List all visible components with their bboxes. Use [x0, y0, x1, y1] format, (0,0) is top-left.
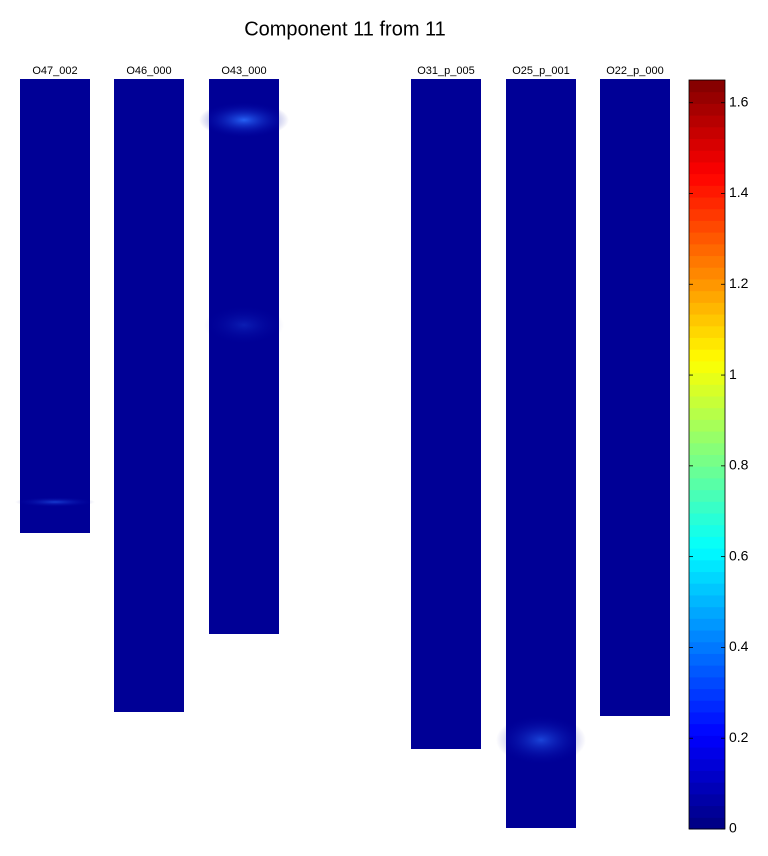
- colorbar-step: [689, 782, 725, 795]
- colorbar-step: [689, 442, 725, 455]
- colorbar-step: [689, 161, 725, 175]
- colorbar-step: [689, 735, 725, 748]
- panel-label: O25_p_001: [512, 65, 570, 77]
- colorbar-step: [689, 208, 725, 221]
- colorbar-step: [689, 571, 725, 584]
- colorbar-step: [689, 255, 725, 268]
- colorbar-step: [689, 150, 725, 163]
- colorbar-step: [689, 138, 725, 151]
- panel-highlight: [204, 305, 284, 345]
- colorbar-step: [689, 594, 725, 608]
- colorbar-step: [689, 220, 725, 233]
- colorbar-tick-label: 0.8: [729, 457, 749, 473]
- colorbar-step: [689, 407, 725, 420]
- colorbar-step: [689, 641, 725, 654]
- colorbar-step: [689, 173, 725, 186]
- colorbar-step: [689, 606, 725, 619]
- colorbar-step: [689, 349, 725, 362]
- colorbar-step: [689, 758, 725, 771]
- panel-label: O31_p_005: [417, 65, 475, 77]
- colorbar-step: [689, 805, 725, 818]
- colorbar-step: [689, 384, 725, 397]
- panel-label: O22_p_000: [606, 65, 664, 77]
- panel-label: O47_002: [32, 65, 77, 77]
- colorbar-step: [689, 513, 725, 526]
- colorbar-step: [689, 770, 725, 783]
- colorbar-step: [689, 126, 725, 140]
- colorbar-step: [689, 676, 725, 690]
- colorbar-step: [689, 337, 725, 350]
- colorbar-step: [689, 232, 725, 245]
- colorbar-step: [689, 477, 725, 491]
- colorbar-step: [689, 185, 725, 198]
- colorbar-step: [689, 559, 725, 573]
- colorbar-tick-label: 1.6: [729, 93, 749, 109]
- colorbar-step: [689, 630, 725, 643]
- panel-image: [209, 79, 279, 634]
- colorbar-step: [689, 80, 725, 93]
- panel-image: [600, 79, 670, 716]
- colorbar-step: [689, 688, 725, 701]
- colorbar-step: [689, 583, 725, 596]
- colorbar-step: [689, 466, 725, 479]
- colorbar-step: [689, 267, 725, 280]
- panel-highlight: [199, 102, 289, 138]
- colorbar-step: [689, 325, 725, 338]
- colorbar-step: [689, 431, 725, 444]
- panel-image: [20, 79, 90, 533]
- panel-image: [506, 79, 576, 828]
- colorbar-step: [689, 115, 725, 128]
- colorbar-tick-label: 1.2: [729, 275, 749, 291]
- colorbar-step: [689, 653, 725, 666]
- colorbar-step: [689, 278, 725, 292]
- colorbar-frame: [688, 79, 726, 830]
- panel-highlight: [15, 497, 95, 507]
- colorbar-tick-label: 0: [729, 820, 737, 836]
- panel-image: [114, 79, 184, 712]
- panel-label: O46_000: [126, 65, 171, 77]
- colorbar-step: [689, 91, 725, 104]
- colorbar-step: [689, 419, 725, 432]
- colorbar-step: [689, 501, 725, 514]
- panel-label: O43_000: [221, 65, 266, 77]
- colorbar-step: [689, 711, 725, 725]
- colorbar-step: [689, 489, 725, 502]
- colorbar-step: [689, 290, 725, 303]
- colorbar-step: [689, 793, 725, 807]
- colorbar-step: [689, 723, 725, 736]
- colorbar-step: [689, 618, 725, 631]
- panel-image: [411, 79, 481, 749]
- colorbar-step: [689, 548, 725, 561]
- colorbar-step: [689, 395, 725, 409]
- colorbar-step: [689, 243, 725, 257]
- colorbar-tick-label: 0.6: [729, 547, 749, 563]
- colorbar-tick-label: 1: [729, 366, 737, 382]
- colorbar-step: [689, 372, 725, 385]
- colorbar-step: [689, 314, 725, 327]
- colorbar-step: [689, 536, 725, 549]
- colorbar-step: [689, 360, 725, 374]
- colorbar-step: [689, 454, 725, 467]
- colorbar-step: [689, 197, 725, 210]
- colorbar-tick-label: 1.4: [729, 184, 749, 200]
- panel-highlight: [496, 715, 586, 765]
- colorbar-tick-label: 0.4: [729, 638, 749, 654]
- colorbar-step: [689, 700, 725, 713]
- colorbar-step: [689, 747, 725, 760]
- colorbar-step: [689, 524, 725, 537]
- colorbar-tick-label: 0.2: [729, 729, 749, 745]
- colorbar-step: [689, 302, 725, 315]
- colorbar-step: [689, 103, 725, 116]
- colorbar-step: [689, 665, 725, 678]
- chart-title: Component 11 from 11: [244, 18, 446, 40]
- colorbar-step: [689, 817, 725, 830]
